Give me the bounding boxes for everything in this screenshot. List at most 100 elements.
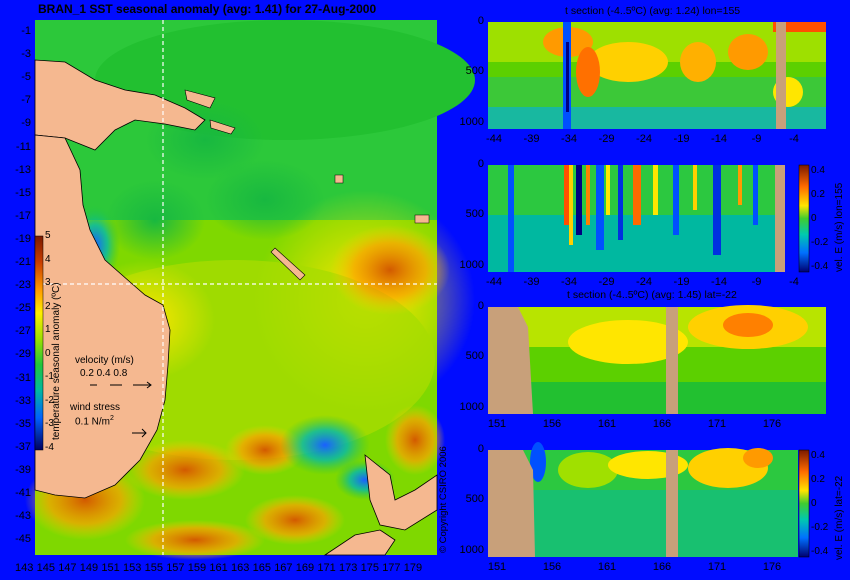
lat-tick-label: -43 <box>15 510 31 523</box>
copyright-text: © Copyright CSIRO 2006 <box>438 446 449 553</box>
panel2-colorbar-tick: 0.4 <box>811 165 825 176</box>
panel1-y-tick: 1000 <box>459 115 484 128</box>
panel3-x-tick: 176 <box>762 418 782 430</box>
panel4-colorbar-label: vel. E (m/s) lat=-22 <box>834 475 845 560</box>
panel1-y-tick: 500 <box>465 65 484 78</box>
lat-tick-label: -41 <box>15 487 31 499</box>
panel4-y-tick: 500 <box>465 493 484 506</box>
lon-tick-label: 165 <box>252 562 271 574</box>
temperature-colorbar-tick: 4 <box>45 253 51 265</box>
lon-tick-label: 155 <box>144 562 163 574</box>
colorbar-label: temperature seasonal anomaly (ºC) <box>51 282 62 440</box>
lon-tick-label: 157 <box>166 562 185 574</box>
lon-tick-label: 169 <box>295 562 315 574</box>
lon-tick-label: 151 <box>101 562 120 574</box>
panel4-x-tick: 151 <box>487 561 507 573</box>
lat-tick-label: -45 <box>15 533 31 546</box>
lon-tick-label: 171 <box>317 562 336 574</box>
sst-anomaly-map <box>25 20 475 560</box>
panel2-colorbar-tick: -0.2 <box>811 237 829 248</box>
panel3-x-tick: 151 <box>487 418 507 430</box>
lon-tick-label: 149 <box>79 562 99 574</box>
panel1-heatmap <box>488 22 826 129</box>
lon-tick-label: 143 <box>15 562 34 574</box>
panel4-colorbar-tick: 0 <box>811 498 817 509</box>
panel2-x-tick: -4 <box>789 276 799 288</box>
panel4-heatmap <box>488 442 798 557</box>
lat-tick-label: -17 <box>15 209 31 222</box>
lat-tick-label: -25 <box>15 302 31 315</box>
lat-tick-label: -3 <box>21 48 31 61</box>
panel1-x-tick: -9 <box>751 133 762 145</box>
lat-tick-label: -15 <box>15 186 31 199</box>
lon-tick-label: 159 <box>187 562 207 574</box>
panel4-colorbar-tick: 0.2 <box>811 474 825 485</box>
temperature-colorbar-tick: 1 <box>45 324 51 335</box>
lat-tick-label: -39 <box>15 463 31 476</box>
lon-tick-label: 175 <box>360 562 379 574</box>
temperature-colorbar <box>34 235 44 451</box>
lon-tick-label: 179 <box>403 562 423 574</box>
panel3-title: t section (-4..5ºC) (avg: 1.45) lat=-22 <box>567 289 737 301</box>
lon-tick-label: 173 <box>339 562 358 574</box>
panel1-x-tick: -19 <box>673 133 690 145</box>
panel3-x-tick: 166 <box>652 418 672 430</box>
panel3-x-tick: 171 <box>707 418 727 430</box>
panel2-x-tick: -44 <box>486 276 502 288</box>
panel2-heatmap <box>488 165 785 272</box>
velocity-scale: 0.2 0.4 0.8 <box>80 368 128 379</box>
temperature-colorbar-tick: 5 <box>45 230 51 241</box>
panel1-x-tick: -29 <box>598 133 615 145</box>
panel1-x-tick: -39 <box>523 133 540 145</box>
panel2-x-tick: -24 <box>636 276 652 288</box>
lat-tick-label: -1 <box>21 25 31 37</box>
lon-tick-label: 147 <box>58 562 77 574</box>
velocity-label: velocity (m/s) <box>75 355 134 366</box>
lon-tick-label: 177 <box>382 562 401 574</box>
panel4-colorbar-tick: -0.2 <box>811 522 829 533</box>
panel2-x-tick: -34 <box>561 276 577 288</box>
lat-tick-label: -35 <box>15 417 31 430</box>
map-title: BRAN_1 SST seasonal anomaly (avg: 1.41) … <box>38 2 377 16</box>
lat-tick-label: -9 <box>21 117 31 130</box>
temperature-colorbar-tick: 0 <box>45 347 51 359</box>
lat-tick-label: -21 <box>15 256 31 268</box>
panel4-x-tick: 171 <box>707 561 727 573</box>
panel3-y-tick: 500 <box>465 350 484 363</box>
panel1-y-tick: 0 <box>477 15 484 27</box>
panel3-y-tick: 1000 <box>459 400 484 413</box>
panel4-y-tick: 1000 <box>459 543 484 556</box>
panel2-x-tick: -9 <box>751 276 762 288</box>
panel3-y-tick: 0 <box>477 300 484 312</box>
panel2-x-tick: -39 <box>523 276 540 288</box>
panel2-y-tick: 1000 <box>459 258 484 271</box>
temperature-colorbar-tick: -4 <box>45 441 54 453</box>
wind-scale: 0.1 N/m2 <box>75 415 114 428</box>
panel4-x-tick: 156 <box>542 561 562 573</box>
panel4-colorbar-tick: 0.4 <box>811 450 825 461</box>
panel4-colorbar <box>798 449 810 558</box>
temperature-colorbar-tick: -2 <box>45 394 54 406</box>
lat-tick-label: -27 <box>15 325 31 338</box>
lon-tick-label: 153 <box>123 562 142 574</box>
panel2-x-tick: -14 <box>711 276 727 288</box>
lat-tick-label: -11 <box>15 140 31 153</box>
lat-tick-label: -23 <box>15 279 31 292</box>
lat-tick-label: -5 <box>21 71 31 84</box>
wind-label: wind stress <box>70 402 121 413</box>
panel1-x-tick: -24 <box>636 133 652 145</box>
panel3-x-tick: 156 <box>542 418 562 430</box>
lat-tick-label: -19 <box>15 232 31 245</box>
panel1-x-tick: -4 <box>789 133 799 145</box>
panel2-x-tick: -29 <box>598 276 615 288</box>
panel4-y-tick: 0 <box>477 443 484 455</box>
panel3-heatmap <box>488 305 826 414</box>
lon-tick-label: 163 <box>231 562 250 574</box>
panel4-colorbar-tick: -0.4 <box>811 546 829 557</box>
panel4-x-tick: 176 <box>762 561 782 573</box>
panel2-colorbar <box>798 164 810 273</box>
panel2-x-tick: -19 <box>673 276 690 288</box>
panel1-title: t section (-4..5ºC) (avg: 1.24) lon=155 <box>565 5 741 17</box>
lon-tick-label: 145 <box>36 562 55 574</box>
panel2-y-tick: 0 <box>477 158 484 170</box>
